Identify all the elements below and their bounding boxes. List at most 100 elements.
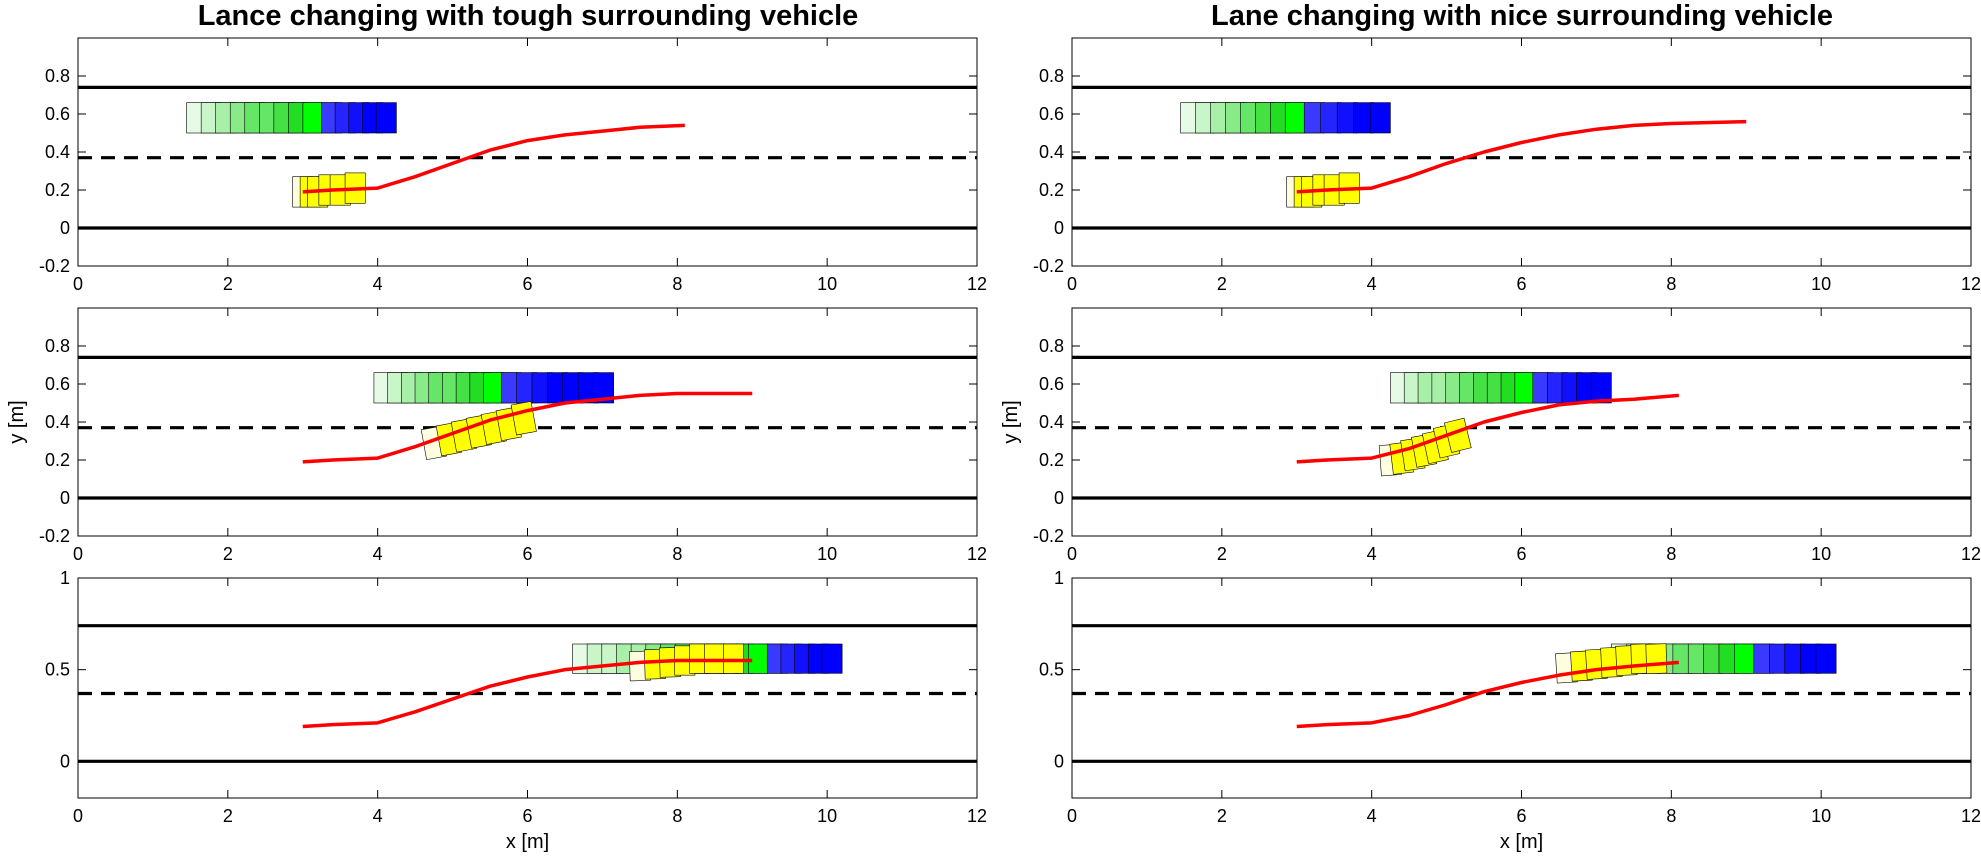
- ego-vehicle-box: [723, 643, 744, 674]
- x-tick-label: 12: [1961, 544, 1981, 564]
- x-tick-label: 8: [1666, 806, 1676, 826]
- x-tick-label: 2: [1217, 544, 1227, 564]
- y-tick-label: 0: [1054, 218, 1064, 238]
- x-tick-label: 0: [73, 806, 83, 826]
- trajectory-line: [1296, 393, 1679, 464]
- x-tick-label: 6: [522, 544, 532, 564]
- x-tick-label: 4: [373, 806, 383, 826]
- plot-area: [1072, 624, 1971, 763]
- x-tick-label: 12: [967, 274, 987, 294]
- x-tick-label: 12: [1961, 274, 1981, 294]
- y-tick-label: -0.2: [39, 526, 70, 546]
- x-tick-label: 0: [1067, 544, 1077, 564]
- y-tick-label: 0: [60, 218, 70, 238]
- plot-area: [78, 624, 977, 763]
- x-tick-label: 8: [672, 544, 682, 564]
- x-tick-label: 8: [1666, 544, 1676, 564]
- y-tick-label: 0: [60, 751, 70, 771]
- y-tick-label: 0.6: [45, 374, 70, 394]
- x-tick-label: 6: [1516, 274, 1526, 294]
- x-tick-label: 10: [1811, 544, 1831, 564]
- chart-panel-tough-3: 0 2 4 6 8 10 12 0 0.5 1 x [m]: [45, 568, 987, 853]
- surrounding-vehicle-box: [1590, 372, 1612, 404]
- chart-panel-nice-2: 0 2 4 6 8 10 12-0.200.20.40.60.8y [m]: [1000, 307, 1981, 564]
- trajectory-line: [302, 391, 753, 464]
- trajectory-line: [1296, 119, 1747, 194]
- x-axis-label: x [m]: [1500, 831, 1543, 853]
- x-tick-label: 8: [672, 806, 682, 826]
- y-tick-label: 0.4: [1039, 142, 1064, 162]
- title-tough: Lance changing with tough surrounding ve…: [197, 0, 859, 32]
- y-tick-label: 0.2: [1039, 180, 1064, 200]
- axes-box: [1071, 307, 1972, 537]
- x-tick-label: 0: [73, 544, 83, 564]
- surrounding-vehicle-box: [593, 372, 614, 404]
- y-tick-label: 0.4: [45, 142, 70, 162]
- trajectory-line: [1296, 660, 1679, 729]
- chart-panel-tough-2: 0 2 4 6 8 10 12-0.200.20.40.60.8y [m]: [6, 307, 987, 564]
- x-tick-label: 4: [1367, 544, 1377, 564]
- x-tick-label: 6: [522, 274, 532, 294]
- y-tick-label: 0.6: [1039, 374, 1064, 394]
- x-tick-label: 2: [223, 274, 233, 294]
- y-tick-label: -0.2: [1033, 526, 1064, 546]
- trajectory-line: [302, 123, 685, 194]
- x-tick-label: 2: [1217, 806, 1227, 826]
- x-tick-label: 10: [1811, 806, 1831, 826]
- y-tick-label: 0.8: [1039, 66, 1064, 86]
- x-tick-label: 2: [223, 544, 233, 564]
- x-tick-label: 4: [1367, 806, 1377, 826]
- y-tick-label: 1: [1054, 568, 1064, 588]
- ego-vehicle-box: [704, 643, 726, 674]
- y-tick-label: 0.5: [1039, 660, 1064, 680]
- x-tick-label: 0: [1067, 274, 1077, 294]
- y-axis-label: y [m]: [1000, 400, 1022, 443]
- x-tick-label: 2: [223, 806, 233, 826]
- y-tick-label: 0.8: [45, 336, 70, 356]
- chart-panel-nice-1: 0 2 4 6 8 10 12-0.200.20.40.60.8: [1033, 37, 1981, 294]
- x-tick-label: 4: [373, 274, 383, 294]
- y-tick-label: 0.2: [45, 180, 70, 200]
- ego-vehicle-box: [1444, 417, 1472, 453]
- axes-box: [77, 37, 978, 267]
- plot-area: [1072, 85, 1971, 230]
- ego-vehicle-box: [1645, 643, 1668, 674]
- x-tick-label: 10: [817, 544, 837, 564]
- y-tick-label: -0.2: [39, 256, 70, 276]
- x-tick-label: 10: [817, 806, 837, 826]
- y-tick-label: 0: [1054, 751, 1064, 771]
- chart-panel-nice-3: 0 2 4 6 8 10 12 0 0.5 1 x [m]: [1039, 568, 1981, 853]
- plot-area: [1072, 355, 1971, 500]
- y-tick-label: 0.2: [1039, 450, 1064, 470]
- y-tick-label: 0.4: [1039, 412, 1064, 432]
- surrounding-vehicle-box: [1815, 643, 1837, 674]
- x-tick-label: 2: [1217, 274, 1227, 294]
- x-tick-label: 0: [1067, 806, 1077, 826]
- x-tick-label: 12: [967, 544, 987, 564]
- chart-panel-tough-1: 0 2 4 6 8 10 12-0.200.20.40.60.8: [39, 37, 987, 294]
- x-tick-label: 8: [672, 274, 682, 294]
- x-tick-label: 4: [1367, 274, 1377, 294]
- x-tick-label: 6: [1516, 806, 1526, 826]
- x-tick-label: 8: [1666, 274, 1676, 294]
- trajectory-line: [302, 658, 753, 729]
- x-tick-label: 6: [1516, 544, 1526, 564]
- surrounding-vehicle-box: [821, 643, 843, 674]
- y-tick-label: 0.8: [1039, 336, 1064, 356]
- y-tick-label: 0.2: [45, 450, 70, 470]
- x-tick-label: 10: [817, 274, 837, 294]
- x-tick-label: 12: [1961, 806, 1981, 826]
- y-tick-label: 0.4: [45, 412, 70, 432]
- x-axis-label: x [m]: [506, 831, 549, 853]
- x-tick-label: 4: [373, 544, 383, 564]
- surrounding-vehicle-box: [1369, 102, 1391, 134]
- x-tick-label: 12: [967, 806, 987, 826]
- x-tick-label: 6: [522, 806, 532, 826]
- y-tick-label: 0.6: [45, 104, 70, 124]
- y-tick-label: 0.6: [1039, 104, 1064, 124]
- x-tick-label: 10: [1811, 274, 1831, 294]
- y-tick-label: 0: [1054, 488, 1064, 508]
- y-tick-label: 0.5: [45, 660, 70, 680]
- y-axis-label: y [m]: [6, 400, 28, 443]
